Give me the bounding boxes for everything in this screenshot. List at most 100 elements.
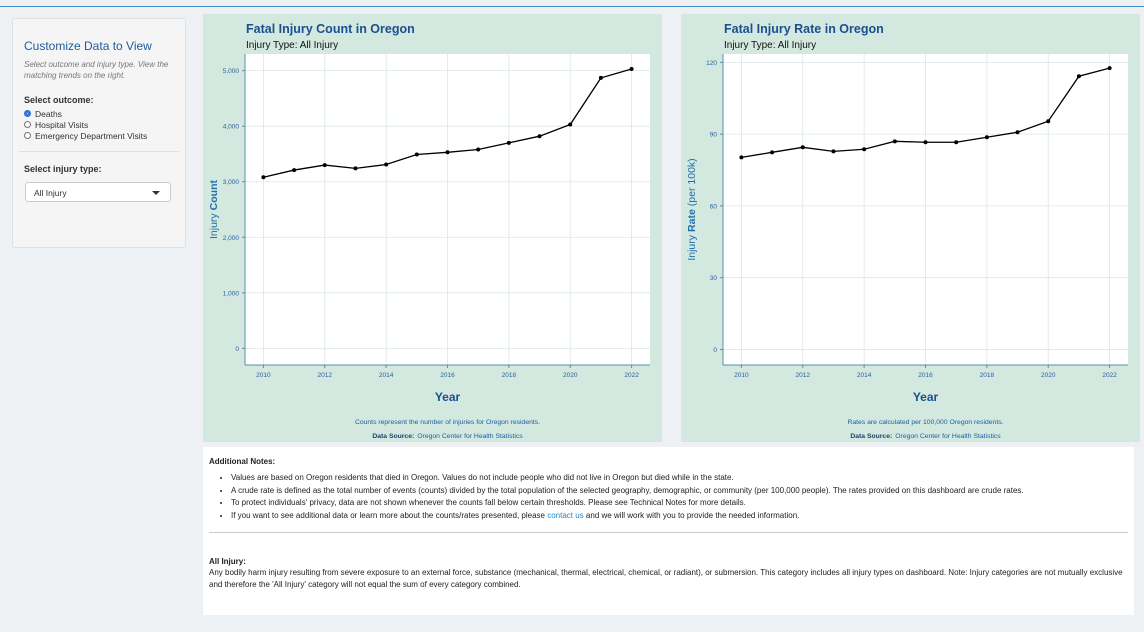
radio-button [24,121,31,128]
x-tick-label: 2022 [624,372,639,379]
chart-title: Fatal Injury Count in Oregon [246,22,415,36]
data-point [862,147,867,152]
x-tick-label: 2010 [256,372,271,379]
y-tick-label: 30 [710,275,718,282]
radio-label: Emergency Department Visits [35,130,148,141]
radio-button [24,110,31,117]
y-tick-label: 5,000 [223,68,240,75]
data-point [739,155,744,160]
chart-note: Rates are calculated per 100,000 Oregon … [847,419,1003,426]
definition: Any bodily harm injury resulting from se… [209,568,1123,589]
data-point [476,147,481,152]
sidebar-description: Select outcome and injury type. View the… [24,60,169,80]
separator [209,532,1128,533]
notes-panel: Additional Notes: Values are based on Or… [203,447,1134,615]
data-point [568,122,573,127]
data-point [353,166,358,171]
note-item: A crude rate is defined as the total num… [231,485,1128,498]
data-source-label: Data Source: [850,433,892,440]
chart-subtitle: Injury Type: All Injury [246,40,338,51]
injury-label: Select injury type: [24,164,102,174]
x-axis-title: Year [913,390,939,404]
data-point [800,145,805,150]
data-point [384,162,389,167]
chart-subtitle: Injury Type: All Injury [724,40,816,51]
sidebar: Customize Data to View Select outcome an… [12,18,186,248]
data-point [261,175,266,180]
y-tick-label: 60 [710,203,718,210]
x-tick-label: 2020 [1041,372,1056,379]
data-point [923,140,928,145]
x-tick-label: 2012 [318,372,333,379]
note-text: and we will work with you to provide the… [585,510,800,520]
note-item: To protect individuals' privacy, data ar… [231,497,1128,510]
sidebar-title: Customize Data to View [24,39,152,53]
data-point [598,75,603,80]
separator [19,151,179,152]
data-point [831,149,836,154]
x-tick-label: 2016 [440,372,455,379]
definition-title: All Injury: [209,557,246,566]
data-point [292,168,297,173]
note-item: Values are based on Oregon residents tha… [231,472,1128,485]
chart-title: Fatal Injury Rate in Oregon [724,22,884,36]
y-axis-title-part: Rate [686,209,698,232]
data-point [892,139,897,144]
x-tick-label: 2018 [502,372,517,379]
x-tick-label: 2022 [1102,372,1117,379]
data-point [984,135,989,140]
x-tick-label: 2010 [734,372,749,379]
data-point [1015,130,1020,135]
data-point [954,140,959,145]
y-axis-title: Injury Count [208,179,220,239]
chart-note: Counts represent the number of injuries … [355,419,540,426]
radio-label: Deaths [35,108,62,119]
data-source: Data Source: Oregon Center for Health Sta… [372,433,523,440]
data-point [1076,74,1081,79]
radio-option[interactable]: Hospital Visits [24,119,179,130]
y-tick-label: 90 [710,132,718,139]
y-tick-label: 3,000 [223,179,240,186]
data-source-text: Oregon Center for Health Statistics [417,433,523,440]
radio-option[interactable]: Deaths [24,108,179,119]
y-axis-title-part: Count [208,179,220,210]
note-text: If you want to see additional data or le… [231,510,545,520]
x-tick-label: 2014 [379,372,394,379]
x-tick-label: 2014 [857,372,872,379]
data-point [1046,119,1051,124]
outcome-radios: Deaths Hospital Visits Emergency Departmen… [19,108,179,141]
data-source-text: Oregon Center for Health Statistics [895,433,1001,440]
x-tick-label: 2012 [796,372,811,379]
data-point [770,150,775,155]
y-tick-label: 0 [713,347,717,354]
chart: Fatal Injury Rate in Oregon Injury Type: … [686,22,1128,440]
notes-list: Values are based on Oregon residents tha… [209,472,1128,522]
x-axis-title: Year [435,390,461,404]
y-tick-label: 2,000 [223,235,240,242]
data-point [537,134,542,139]
data-point [1107,66,1112,71]
note-item: If you want to see additional data or le… [231,510,1128,523]
data-source-label: Data Source: [372,433,414,440]
data-source: Data Source: Oregon Center for Health Sta… [850,433,1001,440]
radio-option[interactable]: Emergency Department Visits [24,130,179,141]
injury-select[interactable]: All Injury [25,182,171,202]
x-tick-label: 2016 [918,372,933,379]
data-point [414,152,419,157]
chart-panel: Fatal Injury Rate in Oregon Injury Type: … [681,14,1140,442]
data-point [506,140,511,145]
contact-link[interactable]: contact us [547,510,584,520]
chart-panel: Fatal Injury Count in Oregon Injury Type:… [203,14,662,442]
data-point [445,150,450,155]
outcome-label: Select outcome: [24,95,94,105]
y-axis-title: Injury Rate (per 100k) [686,158,698,260]
data-point [322,163,327,168]
y-tick-label: 120 [706,60,717,67]
y-axis-title-part: Injury [208,213,220,239]
y-axis-title-part: Injury [686,234,698,260]
chart: Fatal Injury Count in Oregon Injury Type:… [208,22,650,440]
x-tick-label: 2020 [563,372,578,379]
y-tick-label: 0 [235,346,239,353]
y-axis-title-part: (per 100k) [686,158,698,206]
